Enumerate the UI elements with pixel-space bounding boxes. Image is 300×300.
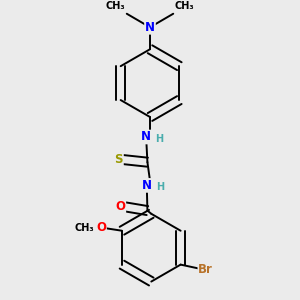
Text: Br: Br <box>198 263 213 276</box>
Text: CH₃: CH₃ <box>175 1 194 11</box>
Text: N: N <box>145 21 155 34</box>
Text: N: N <box>141 130 151 143</box>
Text: H: H <box>156 182 164 192</box>
Text: CH₃: CH₃ <box>74 223 94 232</box>
Text: CH₃: CH₃ <box>106 1 125 11</box>
Text: H: H <box>156 134 164 144</box>
Text: O: O <box>115 200 125 213</box>
Text: S: S <box>115 153 123 166</box>
Text: O: O <box>96 221 106 234</box>
Text: N: N <box>142 179 152 192</box>
